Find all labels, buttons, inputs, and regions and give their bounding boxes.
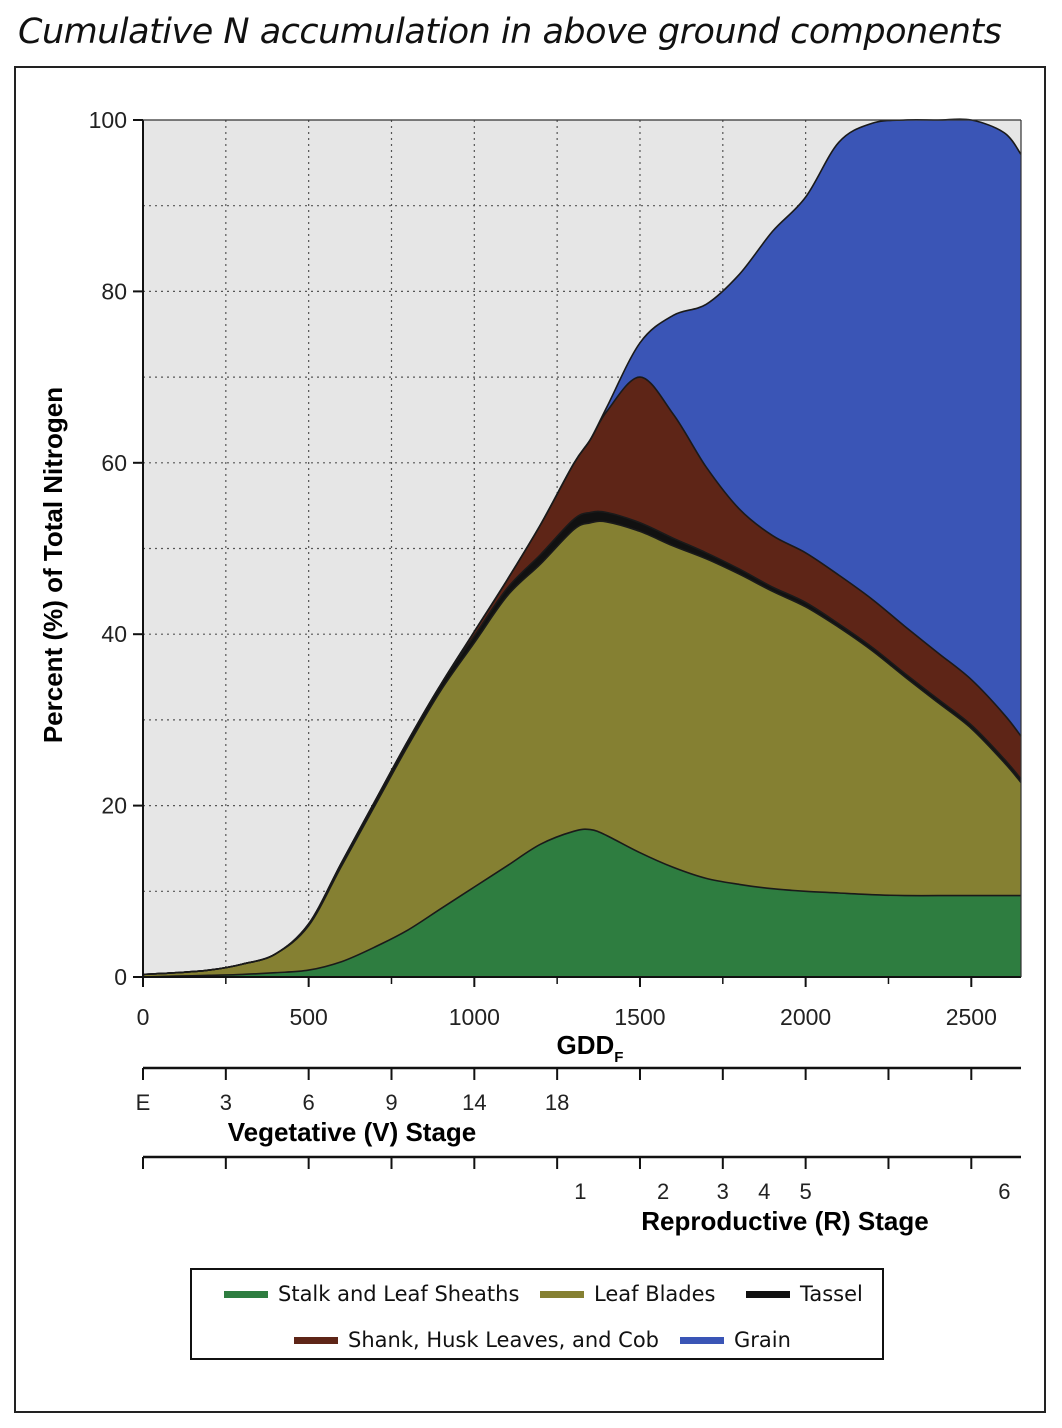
vegetative-stage-label: E (136, 1090, 151, 1115)
legend-label-shank-husk-cob: Shank, Husk Leaves, and Cob (348, 1328, 659, 1352)
area-outline-leaf-blades (142, 520, 1022, 976)
y-tick-label: 0 (114, 964, 127, 990)
vegetative-stage-label: 9 (385, 1090, 397, 1115)
reproductive-stage-label: 6 (998, 1179, 1010, 1204)
x-tick-label: 1000 (449, 1004, 500, 1030)
page-title: Cumulative N accumulation in above groun… (18, 12, 1002, 52)
legend-item-shank-husk-cob: Shank, Husk Leaves, and Cob (294, 1328, 659, 1352)
reproductive-stage-title: Reproductive (R) Stage (641, 1206, 929, 1236)
legend-swatch-leaf-blades (540, 1290, 584, 1298)
x-tick-label: 1500 (614, 1004, 665, 1030)
y-axis-label: Percent (%) of Total Nitrogen (38, 387, 68, 743)
vegetative-stage-label: 14 (462, 1090, 486, 1115)
x-tick-label: 2000 (780, 1004, 831, 1030)
reproductive-stage-label: 1 (574, 1179, 586, 1204)
reproductive-stage-label: 2 (657, 1179, 669, 1204)
legend-swatch-grain (680, 1336, 724, 1344)
legend-label-stalk: Stalk and Leaf Sheaths (278, 1282, 520, 1306)
vegetative-stage-label: 6 (303, 1090, 315, 1115)
x-tick-label: 2500 (946, 1004, 997, 1030)
legend-item-grain: Grain (680, 1328, 791, 1352)
y-tick-label: 100 (89, 107, 127, 133)
x-tick-label: 0 (137, 1004, 150, 1030)
legend-swatch-tassel (746, 1290, 790, 1298)
reproductive-stage-axis: 1 2 3 4 5 6 (142, 1155, 1021, 1204)
x-axis-label: GDDF (557, 1030, 624, 1066)
stacked-areas (142, 118, 1022, 978)
reproductive-stage-label: 3 (717, 1179, 729, 1204)
chart-legend: Stalk and Leaf Sheaths Leaf Blades Tasse… (190, 1268, 884, 1360)
x-axis-label-main: GDD (557, 1030, 615, 1060)
vegetative-stage-label: 18 (545, 1090, 569, 1115)
legend-label-grain: Grain (734, 1328, 791, 1352)
x-tick-label: 500 (289, 1004, 327, 1030)
vegetative-stage-label: 3 (220, 1090, 232, 1115)
legend-item-tassel: Tassel (746, 1282, 863, 1306)
area-outline-grain (142, 118, 1022, 976)
figure-frame (14, 66, 1046, 1413)
vegetative-stage-axis: E 3 6 9 14 18 (136, 1066, 1021, 1115)
reproductive-stage-label: 5 (800, 1179, 812, 1204)
legend-swatch-stalk (224, 1290, 268, 1298)
legend-label-leaf-blades: Leaf Blades (594, 1282, 716, 1306)
y-tick-label: 80 (101, 278, 127, 304)
area-outline-stalk-and-leaf-sheaths (142, 828, 1021, 978)
vegetative-stage-title: Vegetative (V) Stage (228, 1117, 477, 1147)
legend-label-tassel: Tassel (800, 1282, 863, 1306)
y-tick-label: 40 (101, 621, 127, 647)
y-tick-label: 20 (101, 793, 127, 819)
legend-swatch-shank-husk-cob (294, 1336, 338, 1344)
y-tick-label: 60 (101, 450, 127, 476)
reproductive-stage-label: 4 (758, 1179, 770, 1204)
legend-item-leaf-blades: Leaf Blades (540, 1282, 716, 1306)
x-axis-label-subscript: F (614, 1049, 623, 1066)
legend-item-stalk: Stalk and Leaf Sheaths (224, 1282, 519, 1306)
